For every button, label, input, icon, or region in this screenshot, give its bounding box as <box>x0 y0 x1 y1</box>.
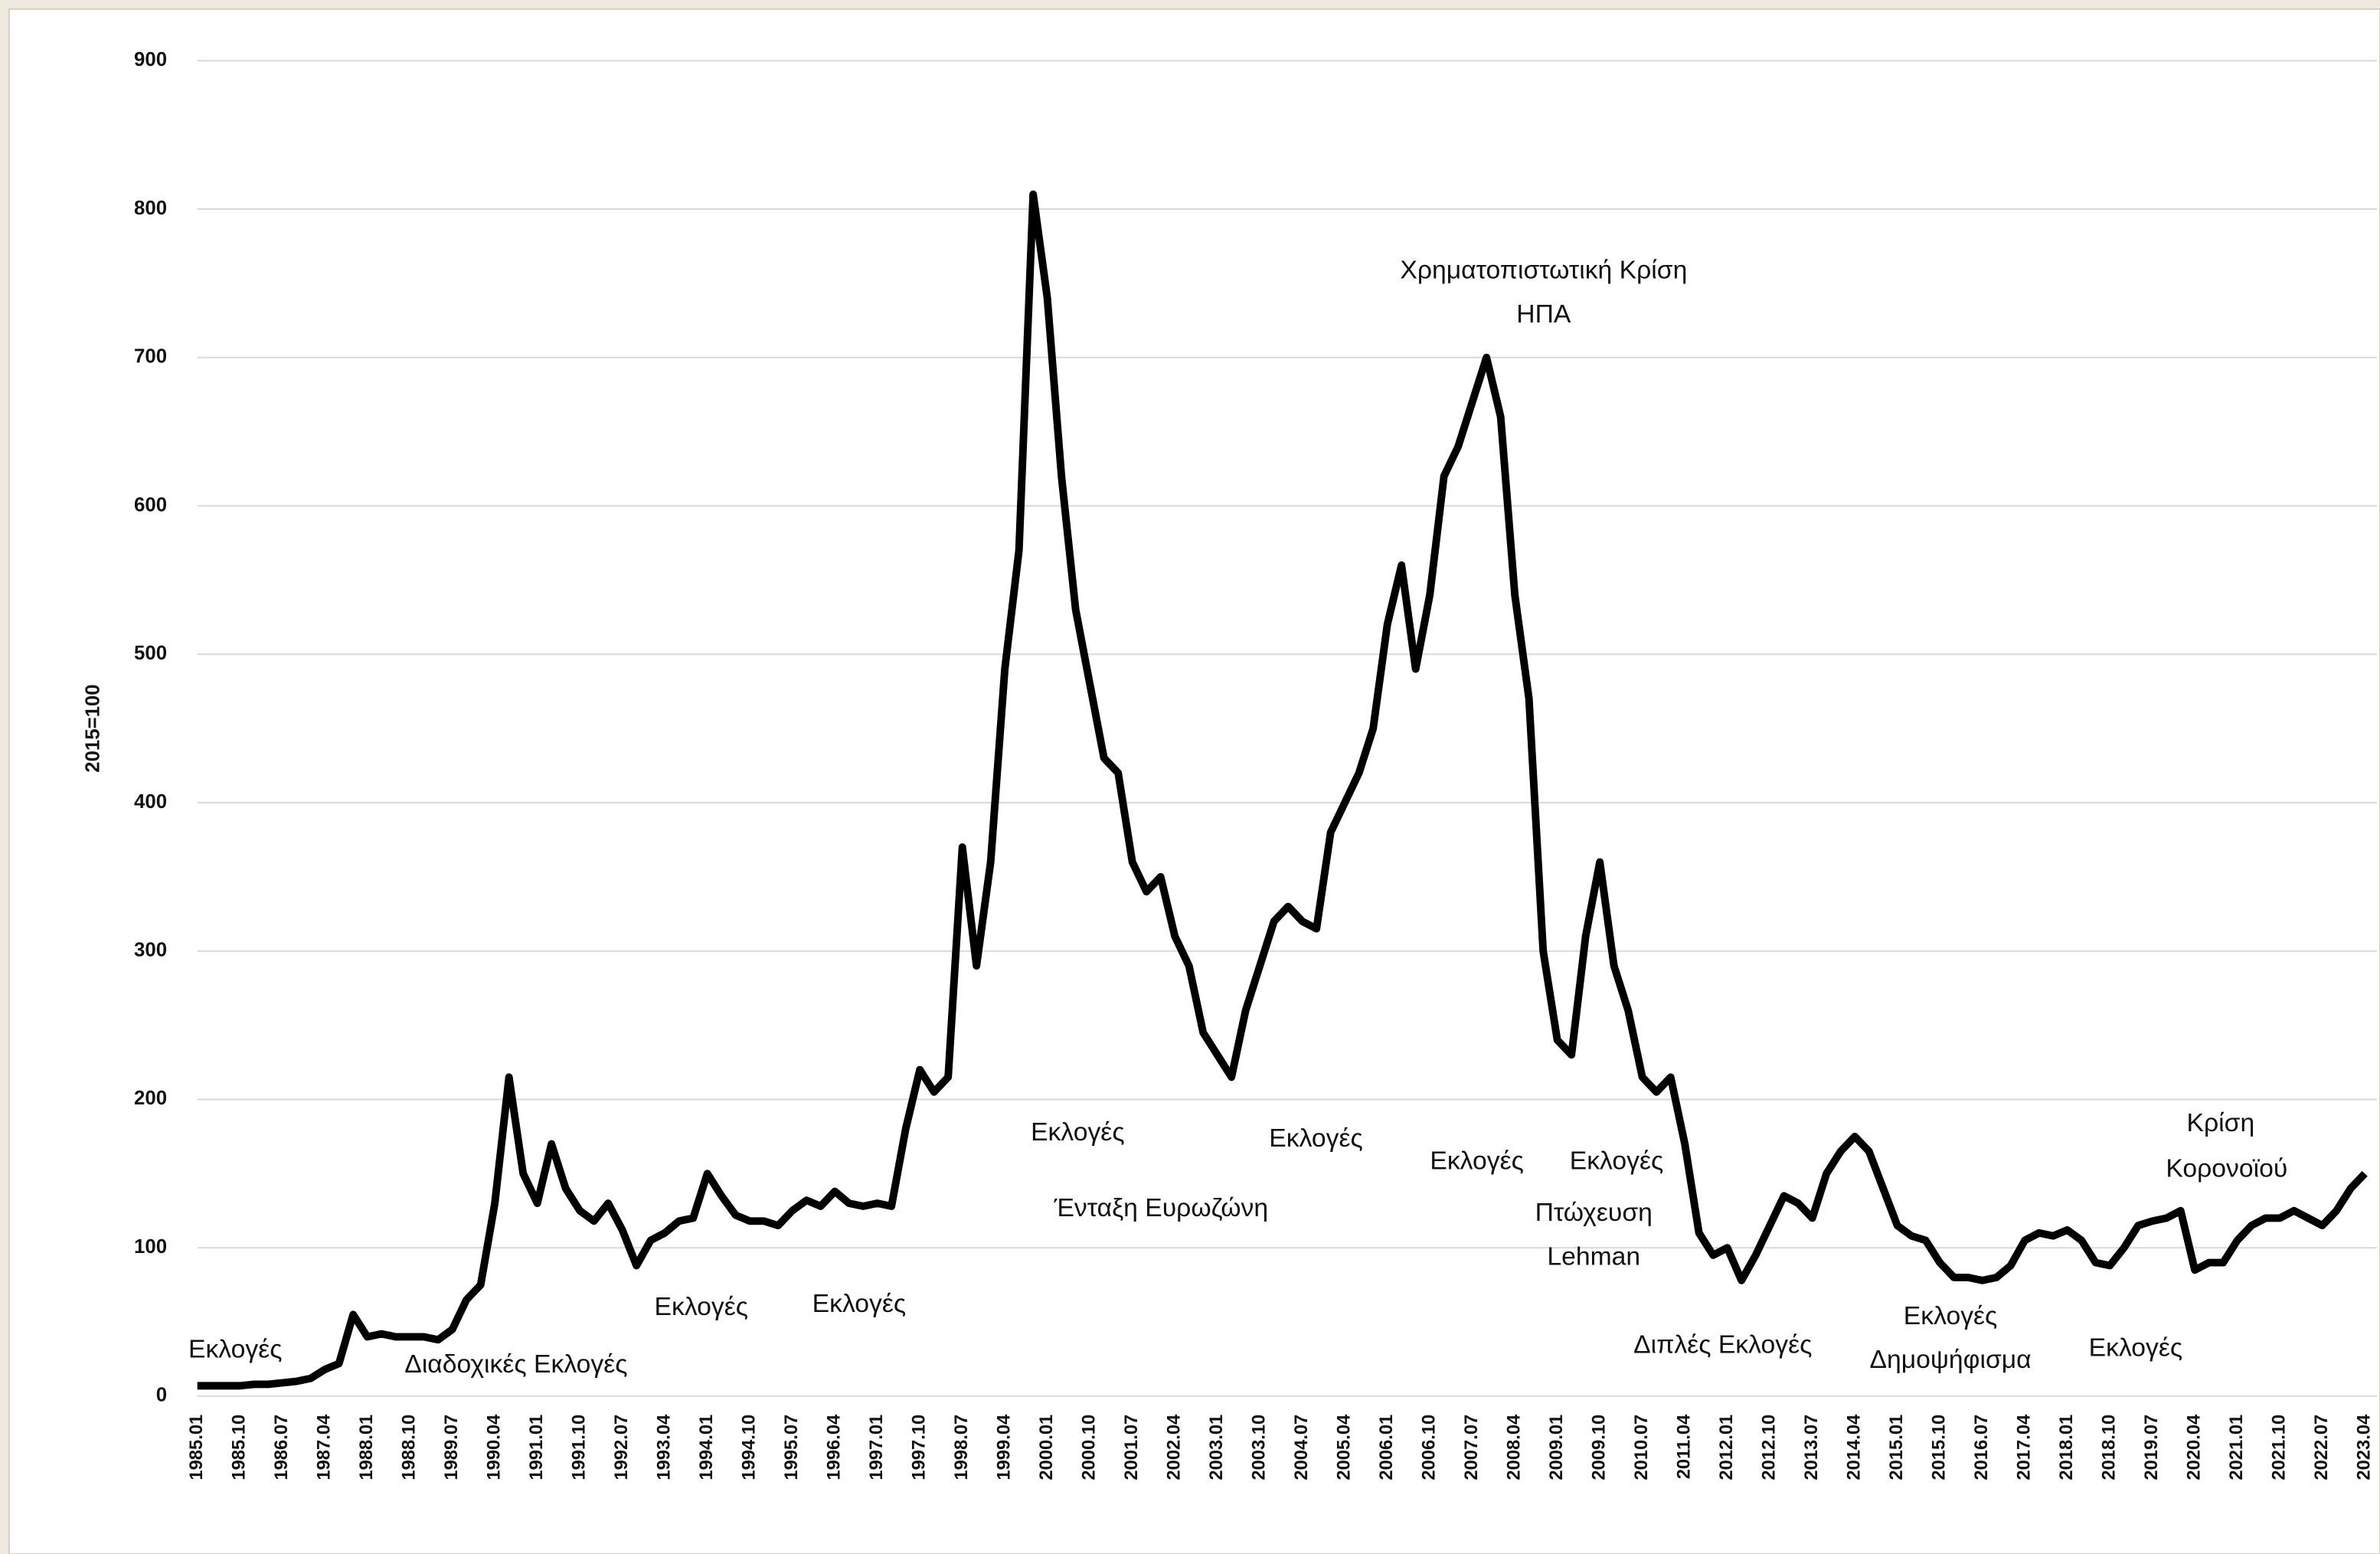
x-tick-label: 2018.10 <box>2098 1415 2119 1480</box>
x-tick-label: 2021.10 <box>2268 1415 2289 1480</box>
y-axis-label: 2015=100 <box>83 684 104 772</box>
annotation: Εκλογές <box>812 1290 907 1318</box>
x-tick-label: 1994.01 <box>696 1415 717 1480</box>
x-tick-label: 2003.01 <box>1206 1415 1227 1480</box>
x-tick-label: 1995.07 <box>781 1415 802 1480</box>
x-tick-label: 2000.01 <box>1036 1415 1057 1480</box>
x-tick-label: 2006.10 <box>1418 1415 1439 1480</box>
annotation: Εκλογές <box>1430 1147 1524 1176</box>
x-tick-label: 2009.10 <box>1588 1415 1609 1480</box>
data-line <box>197 190 2368 1390</box>
x-tick-label: 1992.07 <box>611 1415 632 1480</box>
y-tick-label: 300 <box>134 940 167 961</box>
x-tick-label: 2015.01 <box>1886 1415 1907 1480</box>
annotation: Διπλές Εκλογές <box>1633 1330 1812 1359</box>
x-tick-label: 2004.07 <box>1291 1415 1312 1480</box>
y-tick-label: 900 <box>134 49 167 70</box>
x-tick-label: 1988.01 <box>356 1415 377 1480</box>
annotation: Χρηματοπιστωτική Κρίση <box>1400 257 1687 285</box>
x-tick-label: 2012.01 <box>1716 1415 1737 1480</box>
x-tick-label: 2022.07 <box>2311 1415 2332 1480</box>
x-tick-label: 1991.01 <box>526 1415 547 1480</box>
x-tick-label: 1997.10 <box>908 1415 929 1480</box>
annotation: Εκλογές <box>1570 1147 1664 1176</box>
annotation: Εκλογές <box>1904 1302 1998 1330</box>
y-tick-label: 600 <box>134 494 167 515</box>
x-tick-label: 2008.04 <box>1503 1414 1524 1480</box>
annotation: Πτώχευση <box>1535 1199 1653 1227</box>
x-tick-label: 1996.04 <box>823 1414 844 1480</box>
x-tick-label: 1994.10 <box>738 1415 759 1480</box>
annotation: Εκλογές <box>654 1293 748 1321</box>
annotation: Δημοψήφισμα <box>1869 1346 2031 1374</box>
annotation: Εκλογές <box>1031 1118 1125 1147</box>
y-tick-label: 400 <box>134 791 167 813</box>
x-tick-label: 2003.10 <box>1248 1415 1269 1480</box>
x-tick-label: 2001.07 <box>1121 1415 1142 1480</box>
x-tick-label: 2002.04 <box>1163 1414 1184 1480</box>
y-tick-label: 200 <box>134 1088 167 1109</box>
x-tick-label: 1988.10 <box>398 1415 419 1480</box>
annotation: Εκλογές <box>1269 1124 1363 1153</box>
x-tick-label: 1986.07 <box>271 1415 292 1480</box>
x-tick-label: 2019.07 <box>2141 1415 2162 1480</box>
x-tick-label: 1990.04 <box>483 1414 504 1480</box>
x-tick-label: 2013.07 <box>1801 1415 1822 1480</box>
y-tick-label: 500 <box>134 643 167 664</box>
x-tick-label: 2010.07 <box>1631 1415 1652 1480</box>
x-tick-label: 2014.04 <box>1843 1414 1864 1480</box>
x-tick-label: 2005.04 <box>1333 1414 1354 1480</box>
x-tick-label: 2009.01 <box>1546 1415 1567 1480</box>
x-tick-label: 2006.01 <box>1376 1415 1397 1480</box>
x-tick-label: 1987.04 <box>313 1414 334 1480</box>
annotation: Κορονοϊού <box>2166 1155 2287 1183</box>
annotation: Διαδοχικές Εκλογές <box>404 1350 627 1379</box>
annotation: Εκλογές <box>2089 1333 2183 1362</box>
x-tick-label: 2012.10 <box>1758 1415 1779 1480</box>
x-tick-label: 1997.01 <box>866 1415 887 1480</box>
chart-area <box>8 8 2380 1554</box>
annotation: ΗΠΑ <box>1516 300 1571 329</box>
x-tick-label: 2015.10 <box>1928 1415 1949 1480</box>
x-tick-label: 2017.04 <box>2013 1414 2034 1480</box>
annotation: Εκλογές <box>188 1335 283 1363</box>
x-tick-label: 1985.10 <box>228 1415 249 1480</box>
x-tick-label: 2000.10 <box>1078 1415 1099 1480</box>
y-tick-label: 800 <box>134 198 167 219</box>
x-tick-label: 2023.04 <box>2353 1414 2374 1480</box>
x-tick-label: 2018.01 <box>2056 1415 2077 1480</box>
x-tick-label: 1999.04 <box>993 1414 1014 1480</box>
x-tick-label: 1985.01 <box>186 1415 207 1480</box>
x-tick-label: 2016.07 <box>1971 1415 1992 1480</box>
annotation: Lehman <box>1547 1243 1640 1271</box>
y-tick-label: 0 <box>156 1385 167 1406</box>
x-tick-label: 2007.07 <box>1461 1415 1482 1480</box>
y-tick-label: 700 <box>134 346 167 368</box>
x-tick-label: 1991.10 <box>568 1415 589 1480</box>
x-tick-label: 2011.04 <box>1673 1414 1694 1479</box>
x-tick-label: 1989.07 <box>441 1415 462 1480</box>
annotation: Ένταξη Ευρωζώνη <box>1054 1194 1269 1222</box>
x-tick-label: 2021.01 <box>2226 1415 2247 1480</box>
y-tick-label: 100 <box>134 1236 167 1258</box>
x-tick-label: 2020.04 <box>2183 1414 2204 1480</box>
annotation: Κρίση <box>2187 1109 2255 1137</box>
x-tick-label: 1993.04 <box>653 1414 674 1480</box>
x-tick-label: 1998.07 <box>951 1415 972 1480</box>
